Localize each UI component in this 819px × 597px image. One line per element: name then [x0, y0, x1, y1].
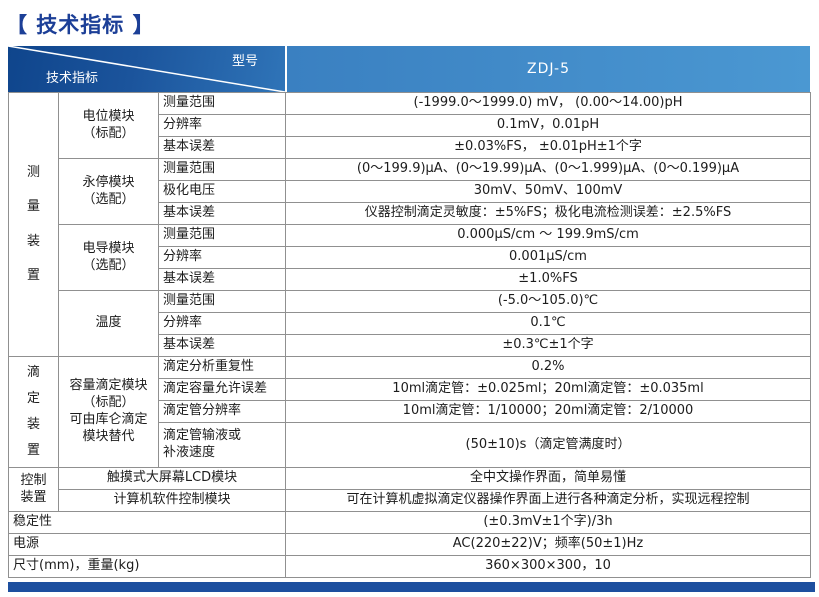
- table-row: 测量装置 电位模块 （标配） 测量范围 (-1999.0～1999.0) mV，…: [8, 92, 811, 357]
- table-row: 控制 装置 触摸式大屏幕LCD模块 全中文操作界面，简单易懂: [8, 467, 811, 512]
- group-label-cell: 控制 装置: [8, 467, 59, 512]
- diagonal-divider-line: [8, 46, 285, 92]
- value-cell: (±0.3mV±1个字)/3h: [285, 511, 811, 534]
- diagonal-header-cell: 型号 技术指标: [8, 46, 285, 92]
- value-cell: 0.001μS/cm: [285, 246, 811, 269]
- table-row: 电源 AC(220±22)V；频率(50±1)Hz: [8, 533, 811, 556]
- value-cell: (-1999.0～1999.0) mV， (0.00～14.00)pH: [285, 92, 811, 115]
- table-header-band: 型号 技术指标 ZDJ-5: [8, 46, 810, 92]
- param-cell: 基本误差: [158, 334, 286, 357]
- table-row: 滴定装置 容量滴定模块 （标配） 可由库仑滴定 模块替代 滴定分析重复性 0.2…: [8, 356, 811, 468]
- value-cell: 10ml滴定管：±0.025ml；20ml滴定管：±0.035ml: [285, 378, 811, 401]
- value-cell: AC(220±22)V；频率(50±1)Hz: [285, 533, 811, 556]
- table-row: 永停模块 （选配） 测量范围 (0～199.9)μA、(0～19.99)μA、(…: [9, 158, 811, 225]
- value-cell: 10ml滴定管：1/10000；20ml滴定管：2/10000: [285, 400, 811, 423]
- table-row: 滴定容量允许误差 10ml滴定管：±0.025ml；20ml滴定管：±0.035…: [9, 378, 811, 401]
- value-cell: 全中文操作界面，简单易懂: [285, 467, 811, 490]
- param-cell: 尺寸(mm)，重量(kg): [8, 555, 286, 578]
- header-spec-label: 技术指标: [46, 71, 99, 86]
- table-row: 尺寸(mm)，重量(kg) 360×300×300，10: [8, 555, 811, 578]
- spec-table: 测量装置 电位模块 （标配） 测量范围 (-1999.0～1999.0) mV，…: [8, 92, 811, 578]
- table-row: 分辨率 0.1℃: [9, 312, 811, 335]
- value-cell: 0.1mV，0.01pH: [285, 114, 811, 137]
- table-row: 分辨率 0.001μS/cm: [9, 246, 811, 269]
- group-label-cell: 滴定装置: [8, 356, 59, 468]
- value-cell: 仪器控制滴定灵敏度：±5%FS；极化电流检测误差：±2.5%FS: [285, 202, 811, 225]
- module-name-cell: 电位模块 （标配）: [58, 92, 159, 159]
- group-label-titration: 滴定装置: [26, 365, 40, 458]
- value-cell: ±0.3℃±1个字: [285, 334, 811, 357]
- table-row: 分辨率 0.1mV，0.01pH: [9, 114, 811, 137]
- value-cell: 可在计算机虚拟滴定仪器操作界面上进行各种滴定分析，实现远程控制: [285, 489, 811, 512]
- module-name-cell: 容量滴定模块 （标配） 可由库仑滴定 模块替代: [58, 356, 159, 468]
- value-cell: 30mV、50mV、100mV: [285, 180, 811, 203]
- header-model-label: 型号: [231, 54, 258, 69]
- param-cell: 稳定性: [8, 511, 286, 534]
- module-name-cell: 永停模块 （选配）: [58, 158, 159, 225]
- table-row: 基本误差 ±1.0%FS: [9, 268, 811, 291]
- param-cell: 测量范围: [158, 290, 286, 313]
- table-row: 电导模块 （选配） 测量范围 0.000μS/cm ～ 199.9mS/cm: [9, 224, 811, 291]
- param-cell: 分辨率: [158, 114, 286, 137]
- module-name-cell: 计算机软件控制模块: [58, 489, 286, 512]
- param-cell: 电源: [8, 533, 286, 556]
- module-name-cell: 电导模块 （选配）: [58, 224, 159, 291]
- page-title: 【 技术指标 】: [6, 13, 155, 37]
- table-row: 极化电压 30mV、50mV、100mV: [9, 180, 811, 203]
- value-cell: 0.2%: [285, 356, 811, 379]
- table-row: 基本误差 仪器控制滴定灵敏度：±5%FS；极化电流检测误差：±2.5%FS: [9, 202, 811, 225]
- group-label-measure: 测量装置: [26, 164, 40, 283]
- value-cell: (-5.0～105.0)℃: [285, 290, 811, 313]
- module-name-cell: 温度: [58, 290, 159, 357]
- param-cell: 极化电压: [158, 180, 286, 203]
- group-label-control: 控制 装置: [20, 472, 47, 505]
- param-cell: 基本误差: [158, 202, 286, 225]
- value-cell: (0～199.9)μA、(0～19.99)μA、(0～1.999)μA、(0～0…: [285, 158, 811, 181]
- param-cell: 测量范围: [158, 92, 286, 115]
- param-cell: 滴定管分辨率: [158, 400, 286, 423]
- footer-accent-bar: [8, 582, 815, 592]
- param-cell: 基本误差: [158, 268, 286, 291]
- param-cell: 滴定容量允许误差: [158, 378, 286, 401]
- value-cell: ±0.03%FS， ±0.01pH±1个字: [285, 136, 811, 159]
- group-label-cell: 测量装置: [8, 92, 59, 357]
- table-row: 基本误差 ±0.3℃±1个字: [9, 334, 811, 357]
- value-cell: ±1.0%FS: [285, 268, 811, 291]
- table-row: 稳定性 (±0.3mV±1个字)/3h: [8, 511, 811, 534]
- param-cell: 分辨率: [158, 246, 286, 269]
- param-cell: 测量范围: [158, 158, 286, 181]
- param-cell: 测量范围: [158, 224, 286, 247]
- model-column-header: ZDJ-5: [285, 46, 810, 92]
- param-cell: 分辨率: [158, 312, 286, 335]
- param-cell: 滴定管输液或 补液速度: [158, 422, 286, 468]
- value-cell: 360×300×300，10: [285, 555, 811, 578]
- value-cell: (50±10)s（滴定管满度时）: [285, 422, 811, 468]
- value-cell: 0.000μS/cm ～ 199.9mS/cm: [285, 224, 811, 247]
- param-cell: 基本误差: [158, 136, 286, 159]
- param-cell: 滴定分析重复性: [158, 356, 286, 379]
- table-row: 温度 测量范围 (-5.0～105.0)℃: [9, 290, 811, 357]
- table-row: 计算机软件控制模块 可在计算机虚拟滴定仪器操作界面上进行各种滴定分析，实现远程控…: [9, 489, 811, 512]
- module-name-cell: 触摸式大屏幕LCD模块: [58, 467, 286, 490]
- value-cell: 0.1℃: [285, 312, 811, 335]
